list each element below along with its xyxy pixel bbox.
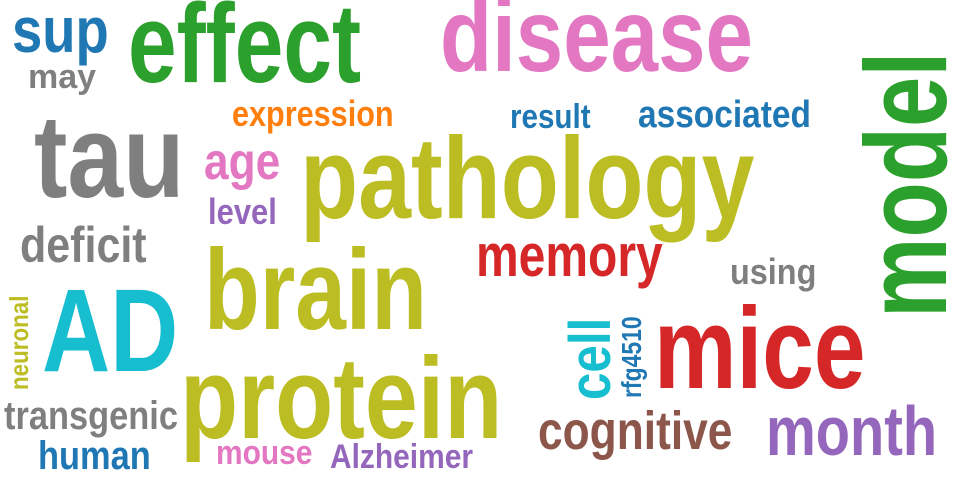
word-transgenic: transgenic	[4, 394, 178, 438]
word-associated: associated	[638, 94, 811, 136]
word-cognitive: cognitive	[538, 401, 733, 461]
word-mice: mice	[654, 283, 866, 413]
word-sup: sup	[12, 0, 109, 66]
word-disease: disease	[440, 0, 753, 94]
word-cell: cell	[558, 317, 623, 400]
word-level: level	[208, 191, 277, 232]
word-effect: effect	[128, 0, 362, 106]
word-pathology: pathology	[300, 113, 755, 243]
word-alzheimer: Alzheimer	[330, 438, 473, 476]
word-rs: rfg4510	[616, 316, 647, 398]
word-memory: memory	[476, 222, 663, 289]
word-brain: brain	[204, 227, 427, 354]
word-deficit: deficit	[20, 217, 147, 273]
word-mouse: mouse	[216, 434, 313, 472]
word-result: result	[510, 98, 591, 136]
word-month: month	[766, 392, 938, 470]
word-ad: AD	[42, 265, 179, 397]
word-protein: protein	[180, 333, 503, 463]
word-tau: tau	[34, 91, 185, 223]
word-using: using	[730, 251, 817, 292]
word-age: age	[204, 133, 281, 191]
word-neuronal: neuronal	[4, 295, 34, 390]
word-model: model	[841, 51, 960, 318]
word-may: may	[28, 58, 97, 96]
word-human: human	[38, 434, 151, 478]
word-expression: expression	[232, 93, 394, 134]
